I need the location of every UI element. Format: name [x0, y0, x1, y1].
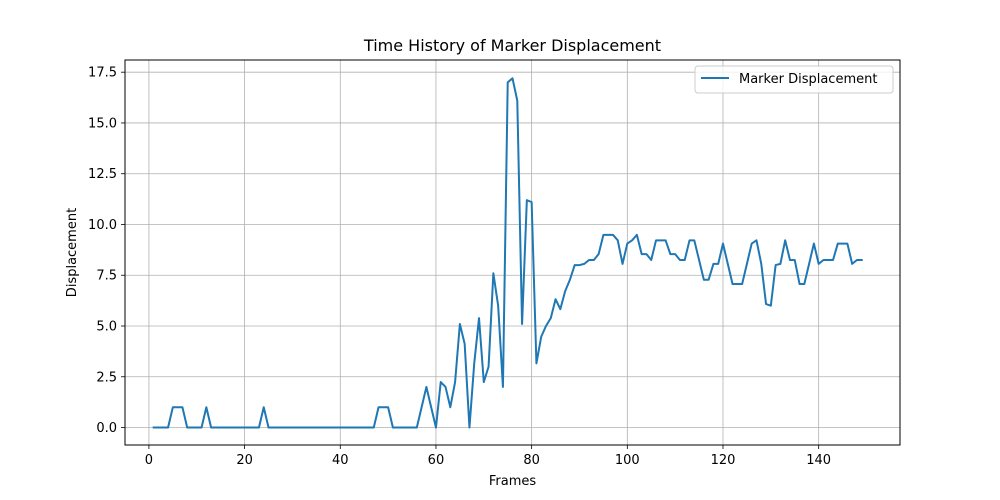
- x-tick-label: 40: [332, 453, 349, 468]
- y-tick-label: 0.0: [96, 421, 117, 436]
- x-tick-label: 80: [523, 453, 540, 468]
- y-tick-label: 10.0: [88, 218, 117, 233]
- y-tick-label: 17.5: [88, 66, 117, 81]
- series-layer: [152, 77, 863, 429]
- y-tick-label: 15.0: [88, 116, 117, 131]
- y-axis-label: Displacement: [65, 208, 80, 297]
- y-tick-label: 2.5: [96, 370, 117, 385]
- x-tick-label: 100: [615, 453, 640, 468]
- x-tick-label: 20: [236, 453, 253, 468]
- x-axis-label: Frames: [489, 474, 537, 489]
- ticks: 0 20 40 60 80 100 120 140 0.0 2.5 5.0 7.5 10.0 12.5 15…: [88, 66, 831, 468]
- legend-box: [694, 65, 894, 94]
- x-tick-label: 0: [145, 453, 153, 468]
- series-line-marker-displacement: [152, 77, 863, 429]
- x-tick-label: 120: [711, 453, 736, 468]
- x-tick-label: 60: [428, 453, 445, 468]
- legend: Marker Displacement: [694, 65, 894, 94]
- y-tick-label: 12.5: [88, 167, 117, 182]
- y-tick-label: 5.0: [96, 320, 117, 335]
- legend-label-marker-displacement: Marker Displacement: [739, 72, 877, 87]
- x-tick-label: 140: [806, 453, 831, 468]
- y-tick-label: 7.5: [96, 269, 117, 284]
- plot-frame: [124, 59, 901, 446]
- chart-title: Time History of Marker Displacement: [363, 36, 661, 55]
